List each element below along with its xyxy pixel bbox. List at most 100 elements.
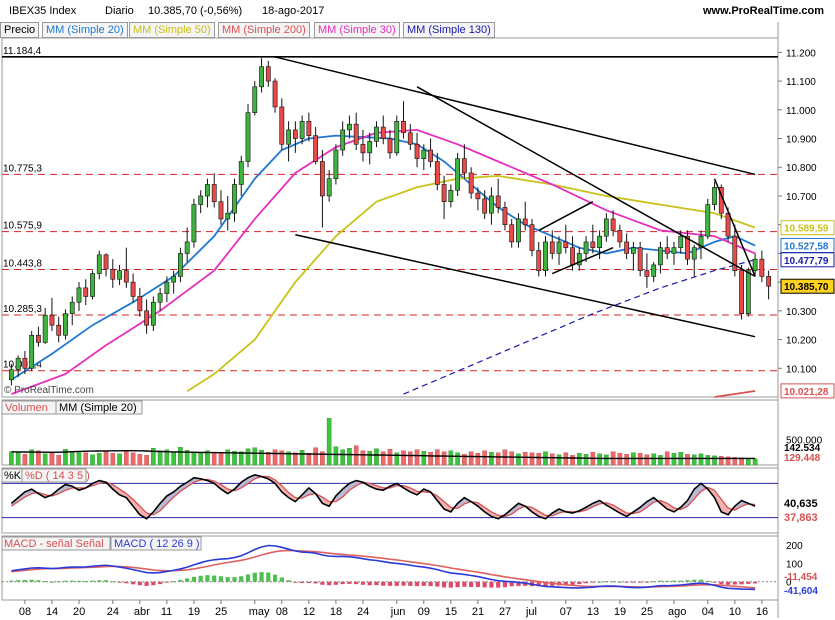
volume-bar xyxy=(178,447,183,466)
volume-bar xyxy=(549,453,555,466)
macd-y-tick-label: 100 xyxy=(786,559,803,570)
candle-body xyxy=(123,270,129,283)
stoch-fill xyxy=(133,499,140,515)
price-tag: Precio xyxy=(0,22,40,38)
macd-histogram-bar xyxy=(441,581,447,588)
candle-body xyxy=(691,247,697,260)
candle-body xyxy=(671,247,677,254)
price-value-box xyxy=(780,220,835,236)
candle-body xyxy=(651,264,657,277)
stoch-fill xyxy=(457,497,465,509)
candle-body xyxy=(340,129,346,151)
stoch-fill xyxy=(160,495,167,511)
stoch-value-box-1: 37,863 xyxy=(784,512,818,524)
x-tick-label: jun xyxy=(390,606,406,618)
level-label-1: 10.775,3 xyxy=(3,163,42,174)
x-tick-label: 24 xyxy=(107,606,119,618)
x-tick-label: jul xyxy=(525,606,537,618)
volume-bar xyxy=(705,455,711,466)
candle-body xyxy=(745,270,751,315)
ma20-tag[interactable]: MM (Simple 20) xyxy=(42,22,128,38)
volume-bar xyxy=(56,455,62,466)
macd-histogram-bar xyxy=(306,581,311,584)
candle-body xyxy=(407,132,413,145)
volume-bar xyxy=(732,457,738,466)
candle-body xyxy=(421,149,427,159)
x-tick-label: may xyxy=(249,606,270,618)
candle-body xyxy=(184,241,190,254)
candle-body xyxy=(739,270,744,315)
date-label: 18-ago-2017 xyxy=(262,5,325,17)
price-value-box xyxy=(780,278,835,294)
stoch-k-tag: %K xyxy=(4,470,22,482)
macd-signal-tag-box xyxy=(1,536,111,551)
candle-body xyxy=(489,195,494,214)
macd-histogram-bar xyxy=(29,579,34,582)
candle-body xyxy=(326,178,332,197)
volume-bar xyxy=(489,452,494,466)
stoch-fill xyxy=(640,501,647,512)
volume-bar xyxy=(333,446,339,466)
stoch-fill xyxy=(112,484,120,495)
volume-bar xyxy=(360,450,366,466)
candle-body xyxy=(468,172,474,194)
macd-histogram-bar xyxy=(158,581,163,585)
volume-bar xyxy=(184,450,190,466)
x-tick-label: 11 xyxy=(161,606,172,618)
candle-body xyxy=(387,138,393,154)
stoch-fill xyxy=(173,486,181,498)
volume-bar xyxy=(448,450,454,466)
candle-body xyxy=(265,66,271,82)
ma130-tag[interactable]: MM (Simple 130) xyxy=(403,22,495,38)
volume-bar xyxy=(279,450,285,466)
volume-bar xyxy=(130,452,136,466)
volume-bar xyxy=(455,452,460,466)
volume-bar xyxy=(556,454,562,466)
x-tick-label: 25 xyxy=(641,606,653,618)
macd-histogram-bar xyxy=(719,581,724,585)
stoch-fill xyxy=(410,487,418,495)
macd-histogram-bar xyxy=(570,581,575,585)
candle-body xyxy=(597,235,602,248)
volume-bar xyxy=(671,453,677,466)
macd-histogram-bar xyxy=(97,580,102,582)
candle-body xyxy=(380,126,386,139)
macd-tag: MACD ( 12 26 9 ) xyxy=(114,538,200,550)
candle-body xyxy=(137,296,143,312)
price-y-tick-label: 11.200 xyxy=(786,48,816,59)
macd-histogram-bar xyxy=(354,581,359,585)
macd-signal-tag: MACD - señal Señal xyxy=(4,538,104,550)
level-label-0: 11.184,4 xyxy=(3,46,42,57)
candle-body xyxy=(272,80,278,108)
volume-bar xyxy=(468,451,474,466)
macd-histogram-bar xyxy=(577,581,582,585)
macd-histogram-bar xyxy=(130,581,136,585)
watermark: © ProRealTime.com xyxy=(4,385,94,396)
brand-label: www.ProRealTime.com xyxy=(703,5,825,17)
volume-bar xyxy=(83,452,89,466)
macd-histogram-bar xyxy=(746,581,751,584)
macd-histogram-bar xyxy=(658,580,663,582)
volume-bar xyxy=(69,451,75,466)
candle-body xyxy=(401,120,406,134)
volume-bar xyxy=(516,453,521,466)
macd-histogram-bar xyxy=(678,580,683,582)
candle-body xyxy=(678,235,684,248)
volume-bar xyxy=(211,452,217,466)
volume-ma-line xyxy=(11,450,756,460)
macd-histogram-bar xyxy=(489,581,494,588)
volume-bar xyxy=(435,449,440,466)
x-tick-label: 24 xyxy=(357,606,369,618)
macd-histogram-bar xyxy=(178,579,183,582)
candle-body xyxy=(333,149,339,180)
candle-body xyxy=(292,129,298,139)
volume-bar xyxy=(76,451,82,466)
volume-bar xyxy=(272,449,278,466)
macd-histogram-bar xyxy=(43,581,48,583)
candle-body xyxy=(536,250,542,271)
macd-value-box-1: -41,604 xyxy=(784,586,818,597)
macd-histogram-bar xyxy=(502,581,508,588)
macd-histogram-bar xyxy=(22,579,27,582)
price-y-tick-label: 10.300 xyxy=(786,307,817,318)
